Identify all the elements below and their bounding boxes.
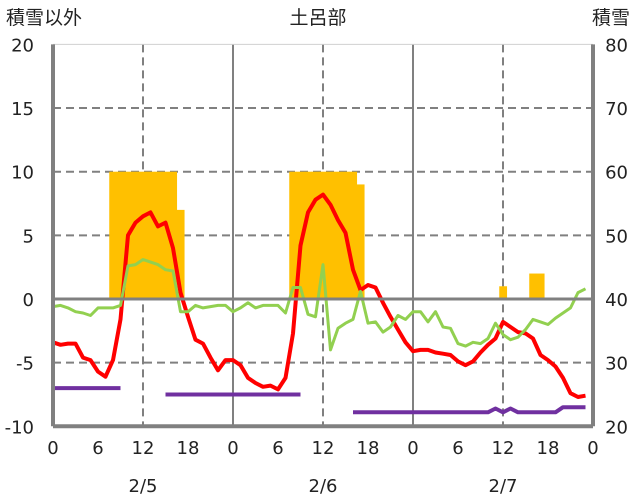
bar xyxy=(116,171,125,299)
bar xyxy=(161,171,170,299)
left-tick-label: 0 xyxy=(23,290,34,311)
grid xyxy=(53,43,593,427)
x-tick-label: 0 xyxy=(407,438,418,459)
bar xyxy=(319,171,328,299)
bar xyxy=(529,273,538,299)
bar xyxy=(176,209,185,299)
x-tick-label: 12 xyxy=(312,438,335,459)
bar xyxy=(349,171,358,299)
bar xyxy=(304,171,313,299)
series-red xyxy=(52,192,586,399)
x-tick-label: 0 xyxy=(227,438,238,459)
date-label: 2/6 xyxy=(309,476,338,497)
right-axis-label: 積雪 xyxy=(592,7,630,29)
x-tick-label: 18 xyxy=(357,438,380,459)
left-tick-label: -10 xyxy=(5,417,34,438)
left-tick-label: 10 xyxy=(11,163,34,184)
series-lines xyxy=(52,192,587,415)
bar xyxy=(326,171,335,299)
bar xyxy=(154,171,163,299)
x-tick-label: 18 xyxy=(177,438,200,459)
left-tick-label: 20 xyxy=(11,35,34,56)
x-tick-label: 6 xyxy=(92,438,103,459)
x-tick-label: 6 xyxy=(452,438,463,459)
bar xyxy=(146,171,155,299)
bar xyxy=(289,171,298,299)
bar xyxy=(536,273,545,299)
bar xyxy=(356,184,365,299)
right-tick-label: 40 xyxy=(605,290,628,311)
series-snow_depth xyxy=(53,386,586,415)
bar xyxy=(131,171,140,299)
right-tick-label: 60 xyxy=(605,163,628,184)
left-tick-label: 15 xyxy=(11,99,34,120)
left-axis-label: 積雪以外 xyxy=(6,7,82,29)
bar xyxy=(499,286,508,299)
date-label: 2/5 xyxy=(129,476,158,497)
right-tick-label: 50 xyxy=(605,226,628,247)
bar xyxy=(139,171,148,299)
bar xyxy=(334,171,343,299)
x-tick-label: 0 xyxy=(587,438,598,459)
right-tick-label: 20 xyxy=(605,417,628,438)
bar xyxy=(296,171,305,299)
axes xyxy=(51,44,595,429)
date-label: 2/7 xyxy=(489,476,518,497)
x-tick-label: 6 xyxy=(272,438,283,459)
right-tick-label: 30 xyxy=(605,354,628,375)
x-tick-label: 12 xyxy=(132,438,155,459)
right-tick-label: 70 xyxy=(605,99,628,120)
bar xyxy=(169,171,178,299)
x-tick-label: 18 xyxy=(537,438,560,459)
bar xyxy=(109,171,118,299)
series-green xyxy=(52,258,587,352)
x-tick-label: 0 xyxy=(47,438,58,459)
x-tick-label: 12 xyxy=(492,438,515,459)
chart-title: 土呂部 xyxy=(289,7,346,29)
bar xyxy=(311,171,320,299)
left-tick-label: -5 xyxy=(16,354,34,375)
left-tick-label: 5 xyxy=(23,226,34,247)
right-tick-label: 80 xyxy=(605,35,628,56)
